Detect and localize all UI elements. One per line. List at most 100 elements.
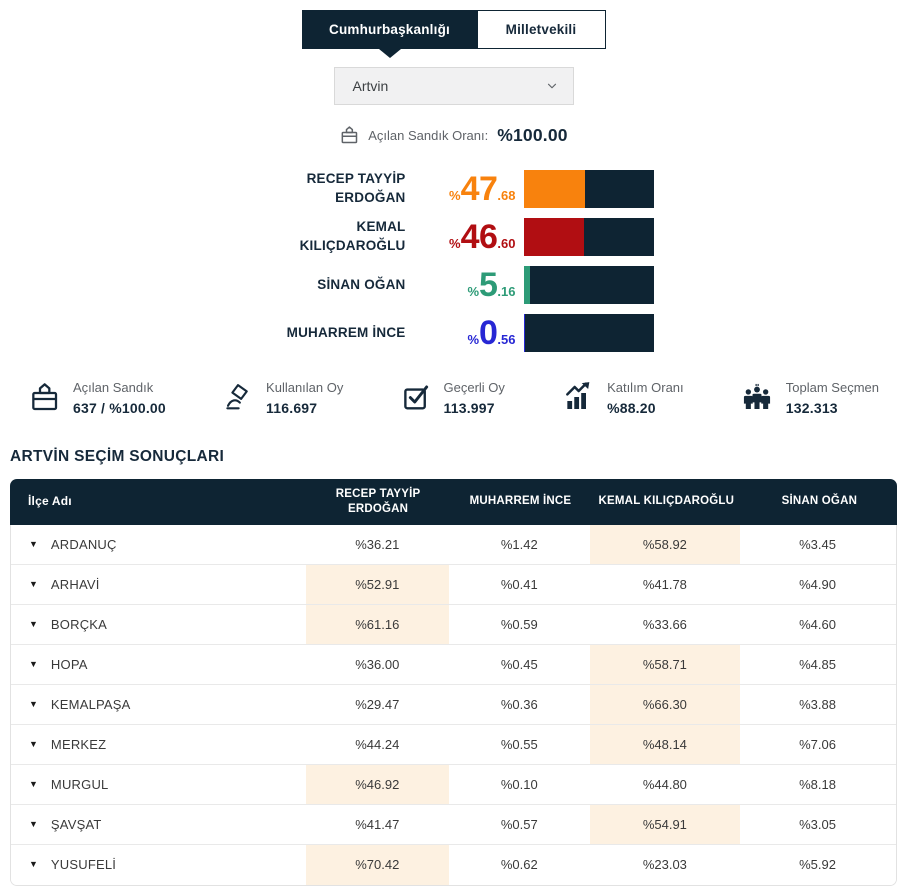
candidate-row: SİNAN OĞAN % 5.16: [254, 266, 654, 304]
district-name: HOPA: [50, 656, 88, 672]
stat-value: 637 / %100.00: [73, 399, 166, 416]
candidate-name: MUHARREM İNCE: [286, 324, 406, 340]
stat-label: Toplam Seçmen: [785, 380, 879, 395]
table-row: ▼ MERKEZ %44.24 %0.55 %48.14 %7.06: [11, 724, 896, 765]
table-row: ▼ ŞAVŞAT %41.47 %0.57 %54.91 %3.05: [11, 804, 896, 845]
ballot-rate-row: Açılan Sandık Oranı: %100.00: [10, 122, 897, 148]
result-cell-kilicdaroglu: %54.91: [589, 804, 741, 844]
column-header-ince: MUHARREM İNCE: [469, 495, 572, 508]
stat-kullanilan-oy: Kullanılan Oy 116.697: [223, 379, 343, 416]
result-cell-ogan: %3.88: [799, 696, 836, 712]
district-cell[interactable]: ▼ YUSUFELİ: [11, 845, 306, 885]
stat-label: Kullanılan Oy: [266, 380, 344, 395]
table-row: ▼ ARDANUÇ %36.21 %1.42 %58.92 %3.45: [11, 524, 896, 565]
chevron-down-icon[interactable]: ▼: [29, 538, 38, 549]
province-select-value: Artvin: [352, 78, 389, 94]
district-cell[interactable]: ▼ BORÇKA: [11, 605, 306, 644]
result-cell-ince: %0.36: [500, 696, 538, 712]
result-cell-erdogan: %36.21: [355, 536, 400, 552]
district-name: BORÇKA: [50, 616, 108, 632]
chevron-down-icon[interactable]: ▼: [29, 738, 38, 749]
chevron-down-icon[interactable]: ▼: [29, 859, 38, 870]
result-cell-ogan: %8.18: [799, 776, 836, 792]
result-cell-erdogan: %70.42: [305, 844, 449, 885]
chevron-down-icon[interactable]: ▼: [29, 578, 38, 589]
stats-strip: Açılan Sandık 637 / %100.00 Kullanılan O…: [10, 379, 897, 416]
column-header-district: İlçe Adı: [28, 493, 72, 508]
district-cell[interactable]: ▼ ŞAVŞAT: [11, 805, 306, 844]
cast-vote-icon: [226, 384, 248, 410]
percent-symbol: %: [467, 283, 479, 299]
results-chart: RECEP TAYYİP ERDOĞAN % 47.68 KEMAL KILIÇD…: [10, 170, 897, 362]
tab-cumhurbaskanligi[interactable]: Cumhurbaşkanlığı: [301, 10, 478, 49]
result-cell-kilicdaroglu: %48.14: [589, 724, 741, 764]
stat-katilim-orani: Katılım Oranı %88.20: [562, 379, 684, 416]
result-cell-ince: %0.55: [500, 736, 538, 752]
province-select[interactable]: Artvin: [333, 67, 574, 105]
stat-value: 116.697: [266, 399, 318, 416]
district-name: ŞAVŞAT: [50, 816, 102, 832]
tab-milletvekili[interactable]: Milletvekili: [477, 10, 606, 49]
candidate-row: MUHARREM İNCE % 0.56: [254, 314, 654, 352]
result-cell-ogan: %5.92: [799, 857, 836, 873]
district-cell[interactable]: ▼ ARDANUÇ: [11, 525, 306, 564]
candidate-bar: [523, 170, 654, 208]
district-cell[interactable]: ▼ MERKEZ: [11, 725, 306, 764]
chevron-down-icon[interactable]: ▼: [29, 698, 38, 709]
candidate-percentage: % 46.60: [449, 217, 516, 256]
result-cell-erdogan: %46.92: [305, 764, 449, 804]
district-cell[interactable]: ▼ ARHAVİ: [11, 565, 306, 604]
result-cell-kilicdaroglu: %33.66: [642, 616, 687, 632]
result-cell-erdogan: %29.47: [355, 696, 400, 712]
stat-toplam-secmen: Toplam Seçmen 132.313: [741, 379, 879, 416]
percent-symbol: %: [449, 187, 461, 203]
candidate-name: SİNAN OĞAN: [317, 276, 406, 292]
stat-value: %88.20: [607, 399, 656, 416]
result-cell-ince: %0.45: [500, 656, 538, 672]
chevron-down-icon[interactable]: ▼: [29, 658, 38, 669]
result-cell-ince: %0.10: [500, 776, 538, 792]
chevron-down-icon[interactable]: ▼: [29, 618, 38, 629]
result-cell-erdogan: %44.24: [355, 736, 400, 752]
table-row: ▼ ARHAVİ %52.91 %0.41 %41.78 %4.90: [11, 564, 896, 605]
table-row: ▼ YUSUFELİ %70.42 %0.62 %23.03 %5.92: [11, 844, 896, 885]
district-cell[interactable]: ▼ KEMALPAŞA: [11, 685, 306, 724]
candidate-bar: [523, 266, 654, 304]
voters-icon: [743, 384, 770, 410]
column-header-erdogan: RECEP TAYYİP ERDOĞAN: [335, 487, 421, 515]
stat-value: 132.313: [785, 399, 838, 416]
result-cell-erdogan: %52.91: [305, 564, 449, 604]
candidate-percentage: % 47.68: [449, 169, 516, 208]
result-cell-erdogan: %36.00: [355, 656, 400, 672]
chevron-down-icon[interactable]: ▼: [29, 778, 38, 789]
table-body: ▼ ARDANUÇ %36.21 %1.42 %58.92 %3.45 ▼ AR…: [10, 524, 897, 886]
table-row: ▼ HOPA %36.00 %0.45 %58.71 %4.85: [11, 644, 896, 685]
result-cell-kilicdaroglu: %66.30: [589, 684, 741, 724]
result-cell-ince: %1.42: [500, 536, 538, 552]
candidate-percentage: % 5.16: [467, 265, 516, 304]
ballot-box-icon: [341, 126, 358, 144]
district-cell[interactable]: ▼ HOPA: [11, 645, 306, 684]
table-header: İlçe Adı RECEP TAYYİP ERDOĞAN MUHARREM İ…: [10, 478, 897, 525]
district-name: KEMALPAŞA: [50, 696, 131, 712]
candidate-bar: [523, 218, 654, 256]
district-name: ARHAVİ: [50, 576, 100, 592]
ballot-box-icon: [32, 383, 58, 411]
table-row: ▼ MURGUL %46.92 %0.10 %44.80 %8.18: [11, 764, 896, 805]
result-cell-ogan: %4.90: [799, 576, 836, 592]
district-name: YUSUFELİ: [50, 857, 117, 873]
candidate-percentage: % 0.56: [467, 313, 516, 352]
candidate-name: RECEP TAYYİP ERDOĞAN: [306, 171, 406, 205]
district-name: MURGUL: [50, 776, 109, 792]
ballot-rate-value: %100.00: [497, 124, 568, 145]
district-name: MERKEZ: [50, 736, 107, 752]
result-cell-ince: %0.59: [500, 616, 538, 632]
stat-label: Geçerli Oy: [443, 380, 505, 395]
chevron-down-icon[interactable]: ▼: [29, 818, 38, 829]
district-cell[interactable]: ▼ MURGUL: [11, 765, 306, 804]
result-cell-ogan: %3.45: [799, 536, 836, 552]
result-cell-kilicdaroglu: %23.03: [642, 857, 687, 873]
stat-value: 113.997: [443, 399, 495, 416]
result-cell-kilicdaroglu: %41.78: [642, 576, 687, 592]
table-row: ▼ BORÇKA %61.16 %0.59 %33.66 %4.60: [11, 604, 896, 645]
